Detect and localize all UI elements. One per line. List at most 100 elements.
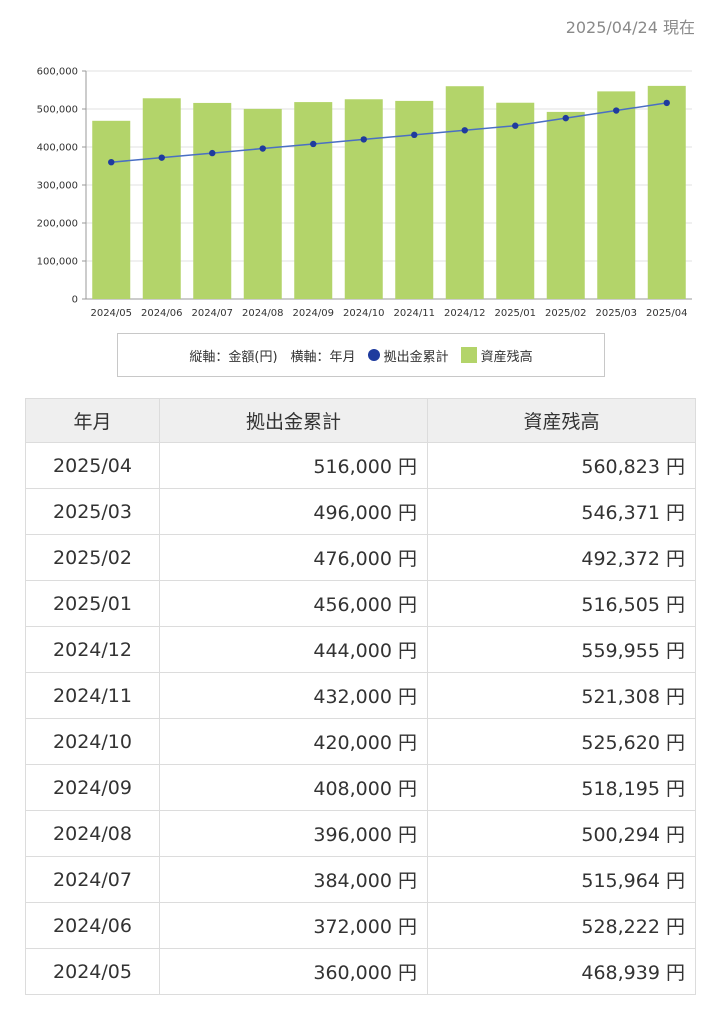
cell-contribution: 444,000 円 — [159, 626, 428, 673]
table-header-month: 年月 — [25, 398, 160, 443]
table-header-row: 年月 拠出金累計 資産残高 — [25, 398, 696, 443]
x-tick-label: 2024/09 — [292, 308, 334, 319]
cell-contribution: 396,000 円 — [159, 810, 428, 857]
y-tick-label: 200,000 — [37, 219, 78, 230]
table-row: 2024/07 384,000 円 515,964 円 — [25, 856, 696, 903]
bar — [92, 120, 131, 299]
cell-month: 2024/12 — [25, 626, 160, 673]
legend-bar-label: 資産残高 — [480, 349, 533, 365]
bar — [193, 102, 232, 299]
y-tick-label: 300,000 — [37, 181, 78, 192]
cell-month: 2024/10 — [25, 718, 160, 765]
bar — [647, 85, 686, 299]
cell-contribution: 420,000 円 — [159, 718, 428, 765]
cell-contribution: 516,000 円 — [159, 442, 428, 489]
cell-month: 2024/11 — [25, 672, 160, 719]
bar — [597, 91, 636, 299]
legend-axis-note: 縦軸：金額(円) 横軸：年月 — [189, 349, 356, 365]
cell-month: 2024/09 — [25, 764, 160, 811]
line-point — [360, 136, 367, 143]
cell-contribution: 476,000 円 — [159, 534, 428, 581]
line-point — [512, 122, 519, 129]
cell-month: 2025/04 — [25, 442, 160, 489]
cell-balance: 492,372 円 — [427, 534, 696, 581]
x-tick-label: 2024/10 — [343, 308, 385, 319]
line-point — [562, 114, 569, 122]
cell-balance: 528,222 円 — [427, 902, 696, 949]
cell-month: 2024/07 — [25, 856, 160, 903]
cell-balance: 515,964 円 — [427, 856, 696, 903]
x-tick-label: 2025/02 — [545, 308, 587, 319]
x-tick-label: 2025/04 — [646, 308, 688, 319]
cell-balance: 518,195 円 — [427, 764, 696, 811]
bar — [546, 111, 585, 299]
cell-month: 2025/01 — [25, 580, 160, 627]
y-tick-label: 400,000 — [37, 143, 78, 154]
cell-balance: 468,939 円 — [427, 948, 696, 995]
table-row: 2024/11 432,000 円 521,308 円 — [25, 672, 696, 719]
legend-bar-swatch-icon — [460, 347, 477, 363]
x-tick-label: 2024/07 — [191, 308, 233, 319]
legend-item-line: 拠出金累計 — [367, 346, 449, 365]
bar — [294, 102, 333, 299]
line-point — [613, 107, 620, 114]
cell-contribution: 372,000 円 — [159, 902, 428, 949]
legend-line-marker-icon — [367, 349, 380, 361]
cell-contribution: 384,000 円 — [159, 856, 428, 903]
x-tick-label: 2025/01 — [494, 308, 536, 319]
x-tick-label: 2024/08 — [242, 308, 284, 319]
cell-month: 2024/05 — [25, 948, 160, 995]
legend-item-bar: 資産残高 — [460, 346, 533, 365]
table-row: 2025/01 456,000 円 516,505 円 — [25, 580, 696, 627]
as-of-date: 2025/04/24 現在 — [565, 18, 695, 37]
bar — [243, 108, 282, 300]
table-row: 2024/12 444,000 円 559,955 円 — [25, 626, 696, 673]
table-row: 2025/04 516,000 円 560,823 円 — [25, 442, 696, 489]
table-row: 2024/08 396,000 円 500,294 円 — [25, 810, 696, 857]
table-header-contribution: 拠出金累計 — [159, 398, 428, 443]
x-tick-label: 2024/06 — [141, 308, 183, 319]
bar — [496, 102, 535, 299]
table-row: 2025/03 496,000 円 546,371 円 — [25, 488, 696, 535]
asset-chart: 0 100,000 200,000 300,000 400,000 500,000 600,… — [37, 67, 692, 319]
table-header-balance: 資産残高 — [427, 398, 696, 443]
chart-legend: 縦軸：金額(円) 横軸：年月 拠出金累計 資産残高 — [117, 333, 605, 377]
cell-contribution: 432,000 円 — [159, 672, 428, 719]
cell-contribution: 408,000 円 — [159, 764, 428, 811]
cell-contribution: 496,000 円 — [159, 488, 428, 535]
line-point — [310, 140, 317, 148]
bar — [344, 99, 383, 299]
y-tick-label: 500,000 — [37, 105, 78, 116]
line-point — [108, 159, 115, 166]
cell-balance: 546,371 円 — [427, 488, 696, 535]
cell-balance: 516,505 円 — [427, 580, 696, 627]
line-point — [158, 154, 165, 161]
cell-balance: 521,308 円 — [427, 672, 696, 719]
line-point — [663, 99, 670, 107]
table-row: 2024/10 420,000 円 525,620 円 — [25, 718, 696, 765]
cell-month: 2024/06 — [25, 902, 160, 949]
y-tick-label: 100,000 — [37, 257, 78, 268]
line-series — [111, 102, 667, 163]
x-tick-label: 2024/11 — [393, 308, 435, 319]
y-tick-label: 600,000 — [37, 67, 78, 78]
x-tick-label: 2024/05 — [90, 308, 132, 319]
table-row: 2025/02 476,000 円 492,372 円 — [25, 534, 696, 581]
legend-line-label: 拠出金累計 — [383, 349, 449, 365]
bar — [445, 86, 484, 299]
bar — [395, 100, 434, 300]
cell-balance: 525,620 円 — [427, 718, 696, 765]
line-point — [209, 149, 216, 157]
table-row: 2024/09 408,000 円 518,195 円 — [25, 764, 696, 811]
cell-month: 2025/02 — [25, 534, 160, 581]
line-point — [259, 145, 266, 152]
x-tick-label: 2024/12 — [444, 308, 486, 319]
data-table: 年月 拠出金累計 資産残高 2025/04 516,000 円 560,823 … — [25, 398, 696, 995]
cell-balance: 560,823 円 — [427, 442, 696, 489]
bar — [142, 98, 181, 300]
table-row: 2024/05 360,000 円 468,939 円 — [25, 948, 696, 995]
cell-month: 2024/08 — [25, 810, 160, 857]
cell-balance: 500,294 円 — [427, 810, 696, 857]
cell-month: 2025/03 — [25, 488, 160, 535]
cell-balance: 559,955 円 — [427, 626, 696, 673]
